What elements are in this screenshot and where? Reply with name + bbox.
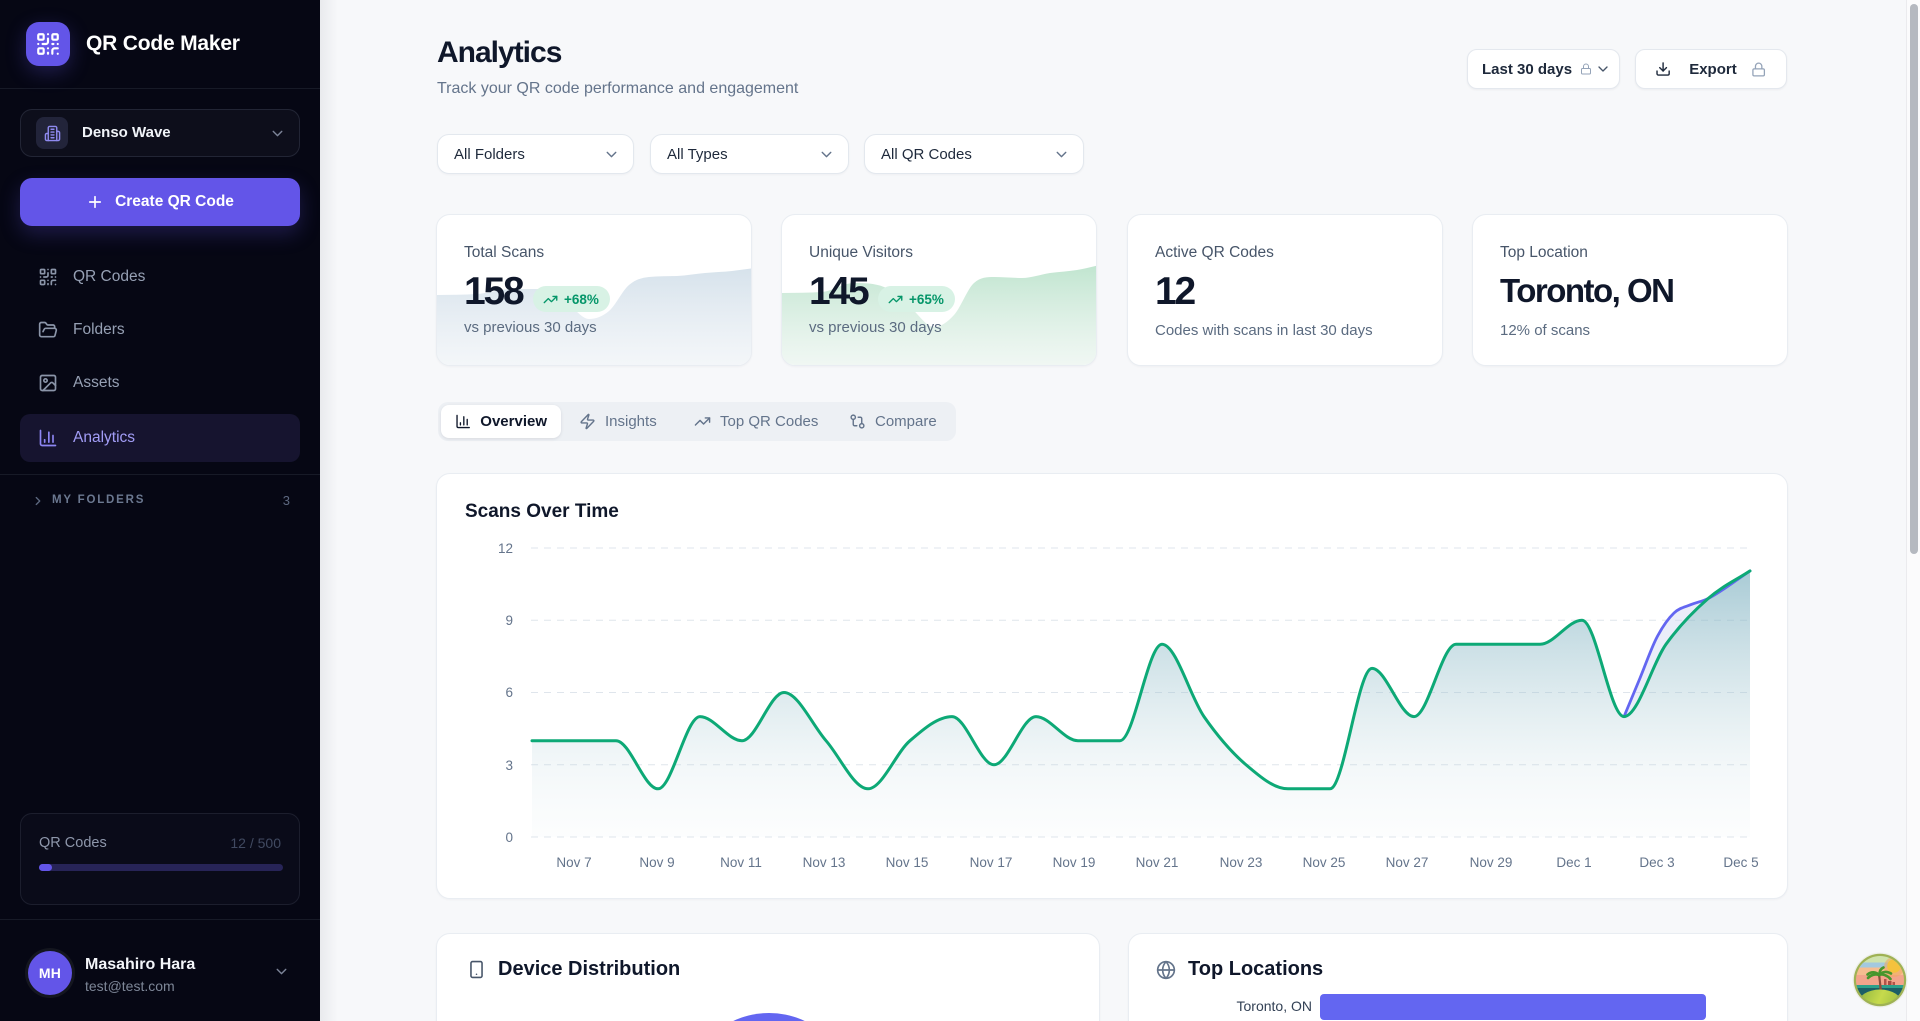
svg-text:Nov 11: Nov 11: [720, 855, 762, 870]
svg-text:Dec 1: Dec 1: [1556, 855, 1591, 870]
svg-text:Dec 5: Dec 5: [1723, 855, 1758, 870]
svg-text:Nov 17: Nov 17: [970, 855, 1013, 870]
svg-text:Nov 29: Nov 29: [1470, 855, 1513, 870]
svg-text:12: 12: [498, 541, 513, 556]
svg-text:Nov 27: Nov 27: [1386, 855, 1429, 870]
svg-text:Nov 25: Nov 25: [1303, 855, 1346, 870]
svg-text:Nov 21: Nov 21: [1136, 855, 1179, 870]
svg-text:9: 9: [505, 613, 513, 628]
svg-text:3: 3: [505, 758, 513, 773]
svg-text:6: 6: [505, 685, 513, 700]
svg-text:0: 0: [505, 830, 513, 845]
svg-text:Nov 13: Nov 13: [803, 855, 846, 870]
svg-text:Nov 19: Nov 19: [1053, 855, 1096, 870]
svg-text:Nov 9: Nov 9: [639, 855, 674, 870]
svg-text:Nov 7: Nov 7: [556, 855, 591, 870]
svg-text:Nov 15: Nov 15: [886, 855, 929, 870]
svg-text:Nov 23: Nov 23: [1220, 855, 1263, 870]
svg-text:Dec 3: Dec 3: [1639, 855, 1674, 870]
